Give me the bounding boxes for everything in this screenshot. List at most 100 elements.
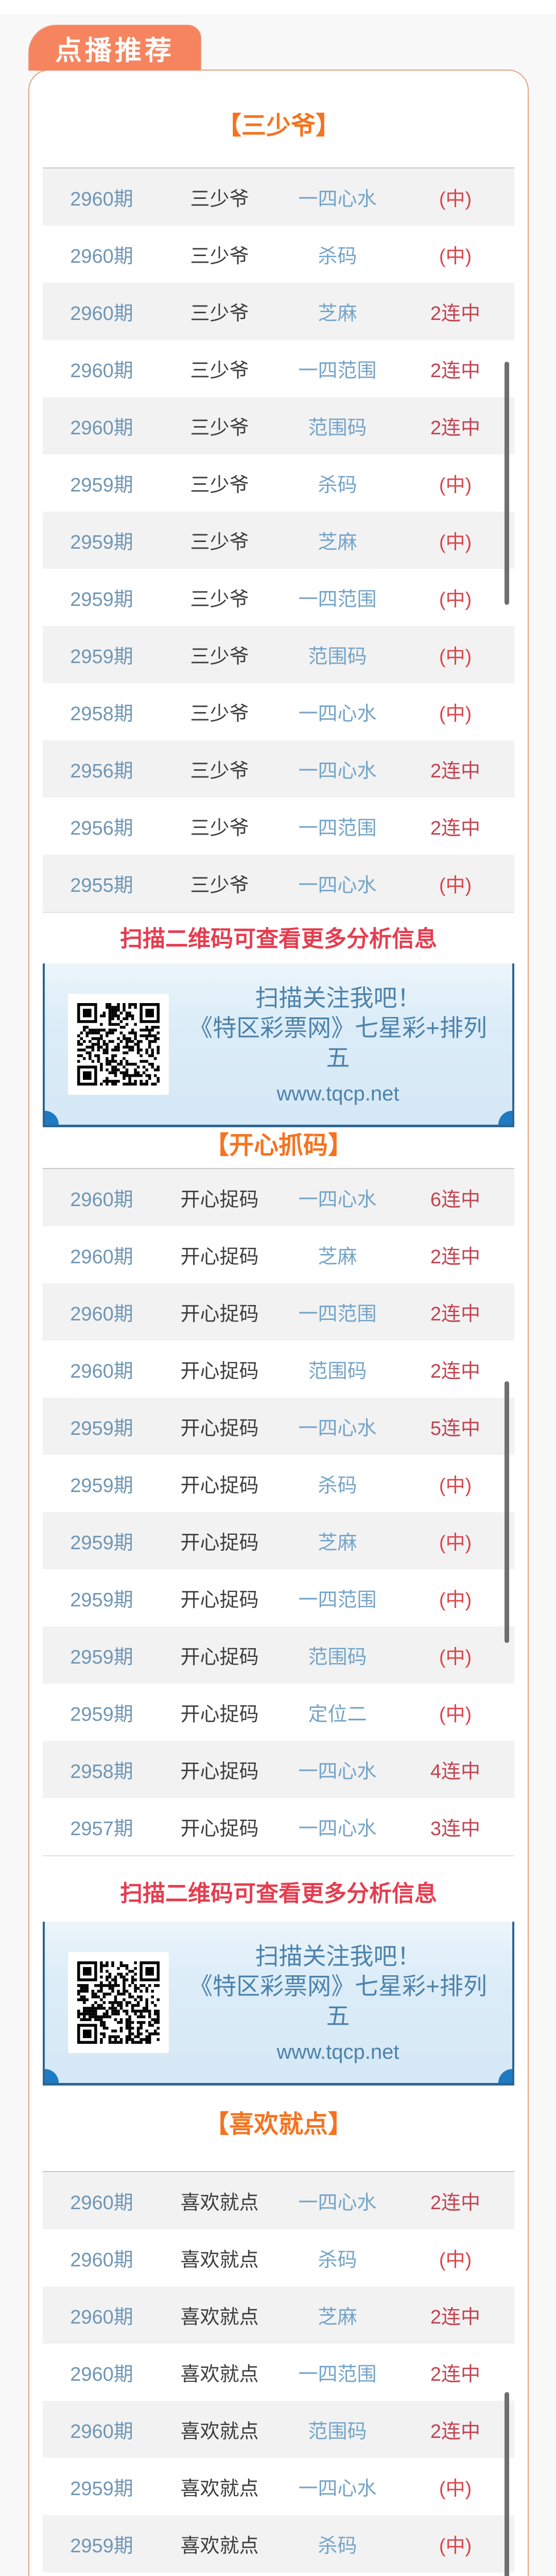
author-cell: 三少爷 <box>190 703 249 725</box>
play-cell: 一四心水 <box>298 189 377 210</box>
table-row[interactable]: 2959期 开心捉码 一四心水 5连中 <box>43 1398 514 1455</box>
author-cell: 开心捉码 <box>180 1761 259 1783</box>
recommend-tab-label: 点播推荐 <box>55 36 175 66</box>
author-cell: 开心捉码 <box>180 1532 259 1554</box>
period-cell: 2960期 <box>70 360 133 382</box>
scrollbar-thumb[interactable] <box>505 2392 509 2576</box>
play-cell: 芝麻 <box>318 303 357 325</box>
scrollbar-thumb[interactable] <box>505 362 509 605</box>
table-row[interactable]: 2956期 三少爷 一四心水 2连中 <box>43 740 514 798</box>
table-row[interactable]: 2960期 开心捉码 范围码 2连中 <box>43 1341 514 1398</box>
play-cell: 一四心水 <box>298 1189 377 1211</box>
scrollbar-thumb[interactable] <box>505 1381 509 1643</box>
status-cell: (中) <box>439 703 472 725</box>
status-cell: (中) <box>439 474 472 496</box>
play-cell: 一四心水 <box>298 1761 377 1783</box>
table-row[interactable]: 2959期 开心捉码 杀码 (中) <box>43 1455 514 1512</box>
status-cell: 2连中 <box>430 2307 481 2328</box>
section-title: 【三少爷】 <box>216 112 340 140</box>
table-row[interactable]: 2960期 喜欢就点 杀码 (中) <box>43 2229 514 2286</box>
table-row[interactable]: 2960期 喜欢就点 一四心水 2连中 <box>43 2172 514 2229</box>
period-cell: 2956期 <box>70 818 133 839</box>
table-row[interactable]: 2960期 三少爷 一四心水 (中) <box>43 168 514 226</box>
qr-caption: 扫描关注我吧！ 《特区彩票网》七星彩+排列五 www.tqcp.net <box>169 983 512 1106</box>
play-cell: 一四心水 <box>298 875 377 896</box>
table-row[interactable]: 2960期 喜欢就点 一四范围 2连中 <box>43 2344 514 2401</box>
table-row[interactable]: 2959期 三少爷 范围码 (中) <box>43 626 514 683</box>
author-cell: 开心捉码 <box>180 1361 259 1382</box>
status-cell: (中) <box>439 1475 472 1497</box>
play-cell: 杀码 <box>318 246 357 267</box>
status-cell: (中) <box>439 246 472 267</box>
period-cell: 2959期 <box>70 1532 133 1554</box>
table-row[interactable]: 2959期喜欢就点芝麻(中) <box>43 2572 514 2576</box>
qr-site-url: www.tqcp.net <box>276 2040 399 2063</box>
status-cell: 2连中 <box>430 2192 481 2214</box>
qr-caption-line1: 扫描关注我吧！ <box>255 1942 421 1970</box>
author-cell: 三少爷 <box>190 417 249 439</box>
play-cell: 一四心水 <box>298 703 377 725</box>
status-cell: (中) <box>439 1647 472 1668</box>
recommend-tab[interactable]: 点播推荐 <box>28 25 201 71</box>
period-cell: 2960期 <box>70 1189 133 1211</box>
status-cell: (中) <box>439 2535 472 2557</box>
table-row[interactable]: 2960期 三少爷 芝麻 2连中 <box>43 283 514 340</box>
author-cell: 三少爷 <box>190 246 249 267</box>
table-row[interactable]: 2959期 开心捉码 范围码 (中) <box>43 1626 514 1684</box>
section-title: 【喜欢就点】 <box>204 2111 353 2138</box>
table-row[interactable]: 2960期 喜欢就点 芝麻 2连中 <box>43 2286 514 2344</box>
author-cell: 开心捉码 <box>180 1475 259 1497</box>
table-row[interactable]: 2958期 三少爷 一四心水 (中) <box>43 683 514 740</box>
table-row[interactable]: 2959期 开心捉码 芝麻 (中) <box>43 1512 514 1569</box>
table-row[interactable]: 2955期 三少爷 一四心水 (中) <box>43 855 514 912</box>
table-row[interactable]: 2958期 开心捉码 一四心水 4连中 <box>43 1741 514 1798</box>
qr-caption: 扫描关注我吧！ 《特区彩票网》七星彩+排列五 www.tqcp.net <box>169 1941 512 2064</box>
status-cell: (中) <box>439 589 472 611</box>
table-row[interactable]: 2959期 喜欢就点 杀码 (中) <box>43 2515 514 2572</box>
status-cell: 2连中 <box>430 1303 481 1325</box>
period-cell: 2959期 <box>70 1647 133 1668</box>
author-cell: 三少爷 <box>190 818 249 839</box>
table-row[interactable]: 2959期 喜欢就点 一四心水 (中) <box>43 2458 514 2515</box>
table-row[interactable]: 2960期 开心捉码 一四范围 2连中 <box>43 1283 514 1341</box>
table-row[interactable]: 2960期 开心捉码 芝麻 2连中 <box>43 1226 514 1283</box>
period-cell: 2960期 <box>70 2307 133 2328</box>
table-row[interactable]: 2959期 开心捉码 一四范围 (中) <box>43 1569 514 1626</box>
period-cell: 2960期 <box>70 1361 133 1382</box>
table-row[interactable]: 2960期 喜欢就点 范围码 2连中 <box>43 2401 514 2458</box>
table-row[interactable]: 2960期 三少爷 杀码 (中) <box>43 226 514 283</box>
status-cell: (中) <box>439 646 472 668</box>
play-cell: 范围码 <box>308 1361 367 1382</box>
period-cell: 2959期 <box>70 1418 133 1439</box>
author-cell: 喜欢就点 <box>180 2478 259 2500</box>
author-cell: 三少爷 <box>190 189 249 210</box>
table-row[interactable]: 2959期 三少爷 芝麻 (中) <box>43 512 514 569</box>
section-title: 【开心抓码】 <box>204 1132 353 1159</box>
top-strip <box>0 0 556 14</box>
author-cell: 开心捉码 <box>180 1818 259 1840</box>
qr-panel: 扫描关注我吧！ 《特区彩票网》七星彩+排列五 www.tqcp.net <box>43 1922 514 2086</box>
table-row[interactable]: 2959期 三少爷 杀码 (中) <box>43 454 514 512</box>
play-cell: 一四范围 <box>298 1589 377 1611</box>
period-cell: 2960期 <box>70 2249 133 2271</box>
author-cell: 开心捉码 <box>180 1189 259 1211</box>
author-cell: 开心捉码 <box>180 1589 259 1611</box>
status-cell: 2连中 <box>430 1246 481 1268</box>
author-cell: 喜欢就点 <box>180 2192 259 2214</box>
table-row[interactable]: 2957期 开心捉码 一四心水 3连中 <box>43 1798 514 1855</box>
play-cell: 杀码 <box>318 2535 357 2557</box>
table-row[interactable]: 2960期 三少爷 一四范围 2连中 <box>43 340 514 397</box>
table-row[interactable]: 2959期 开心捉码 定位二 (中) <box>43 1684 514 1741</box>
promo-text: 扫描二维码可查看更多分析信息 <box>120 1881 437 1906</box>
table-row[interactable]: 2960期 开心捉码 一四心水 6连中 <box>43 1169 514 1226</box>
period-cell: 2959期 <box>70 2535 133 2557</box>
table-row[interactable]: 2960期 三少爷 范围码 2连中 <box>43 397 514 454</box>
period-cell: 2959期 <box>70 1704 133 1725</box>
table-row[interactable]: 2959期 三少爷 一四范围 (中) <box>43 569 514 626</box>
status-cell: 2连中 <box>430 417 481 439</box>
table-row[interactable]: 2956期 三少爷 一四范围 2连中 <box>43 798 514 855</box>
section-3: 【喜欢就点】 2960期 喜欢就点 一四心水 2连中 2960期 喜欢就点 杀码 (中) 2960… <box>29 2086 528 2576</box>
status-cell: 2连中 <box>430 1361 481 1382</box>
records-table: 2960期 喜欢就点 一四心水 2连中 2960期 喜欢就点 杀码 (中) 2960期 喜欢就点芝… <box>43 2171 514 2576</box>
period-cell: 2960期 <box>70 189 133 210</box>
